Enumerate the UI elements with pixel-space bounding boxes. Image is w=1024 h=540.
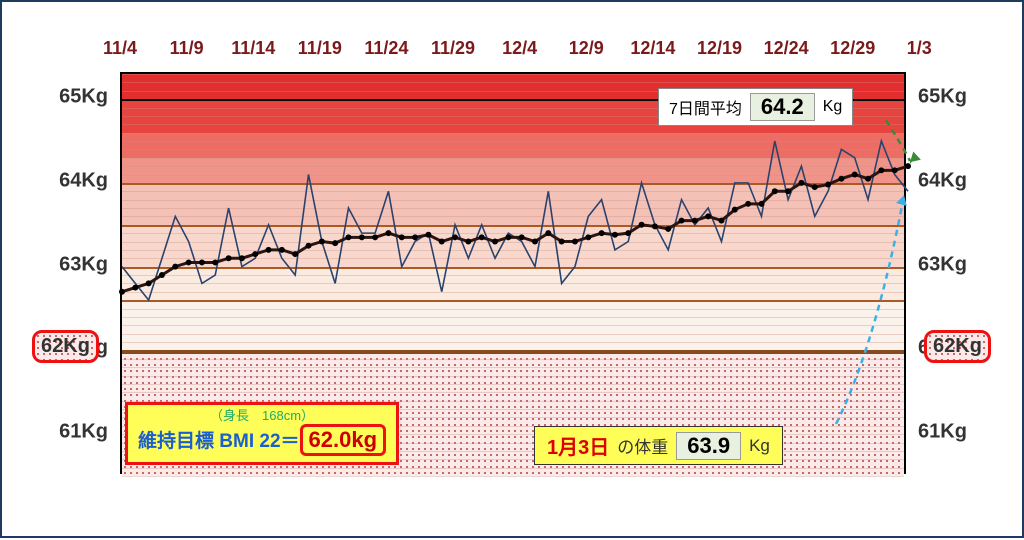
chart-frame: 11/411/911/1411/1911/2411/2912/412/912/1… <box>0 0 1024 538</box>
annotation-arrows <box>2 2 1024 540</box>
